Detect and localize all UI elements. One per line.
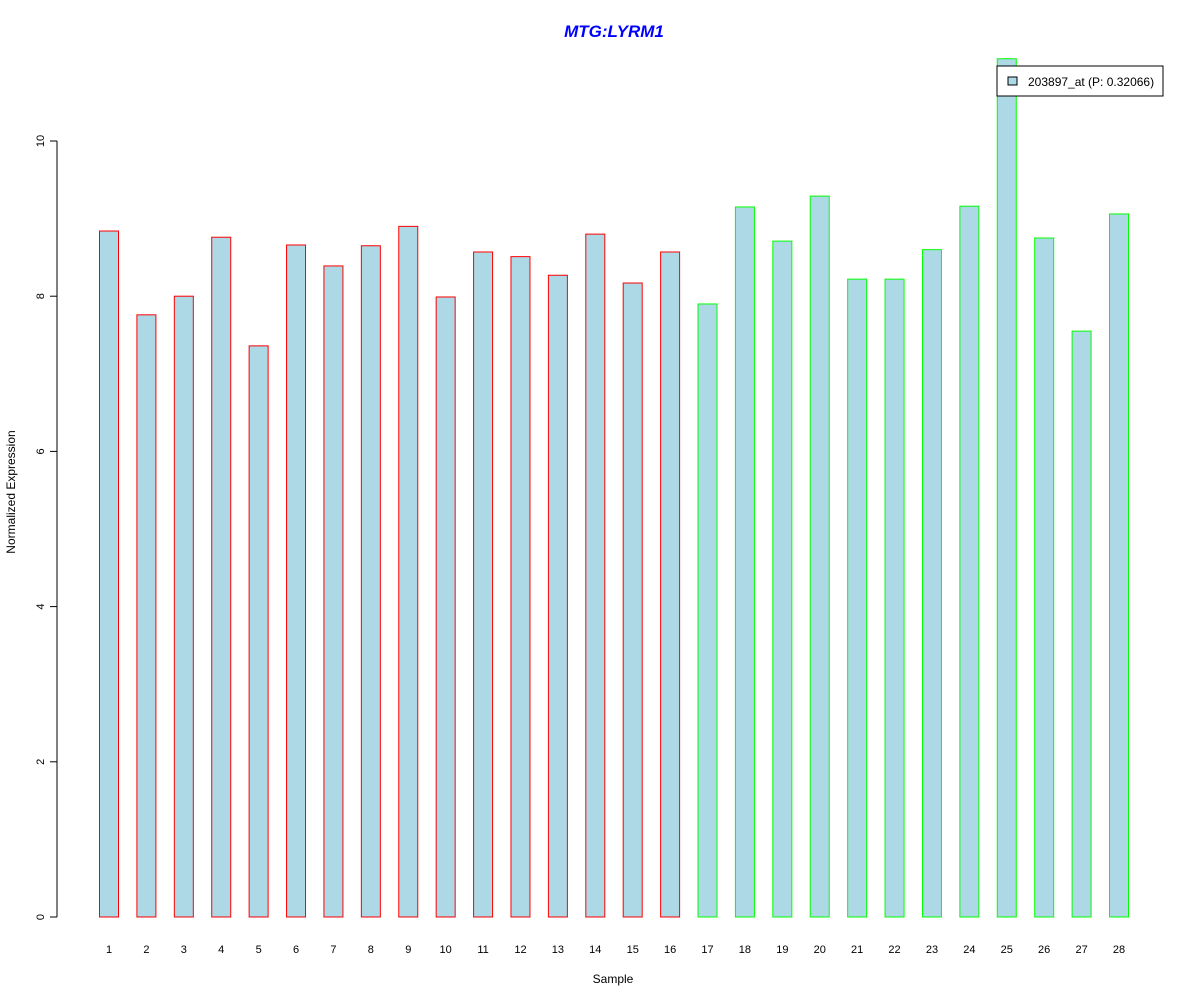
x-tick-label: 2 bbox=[143, 944, 149, 956]
x-tick-label: 25 bbox=[1001, 944, 1013, 956]
x-tick-label: 4 bbox=[218, 944, 224, 956]
x-tick-label: 5 bbox=[256, 944, 262, 956]
legend-box bbox=[996, 65, 1164, 97]
y-tick-label: 0 bbox=[35, 914, 47, 920]
bar-sample-8 bbox=[360, 245, 381, 918]
x-tick-label: 16 bbox=[664, 944, 676, 956]
x-tick-label: 23 bbox=[926, 944, 938, 956]
bar-sample-5 bbox=[248, 345, 269, 918]
bar-sample-6 bbox=[286, 244, 307, 918]
x-tick-label: 22 bbox=[888, 944, 900, 956]
bar-sample-16 bbox=[660, 251, 681, 918]
bar-sample-2 bbox=[136, 314, 157, 918]
y-axis-label: Normalized Expression bbox=[4, 430, 18, 553]
x-tick-label: 9 bbox=[405, 944, 411, 956]
x-tick-label: 21 bbox=[851, 944, 863, 956]
bar-sample-20 bbox=[809, 195, 830, 918]
bar-sample-26 bbox=[1034, 237, 1055, 918]
y-tick-label: 4 bbox=[35, 604, 47, 610]
y-tick-label: 2 bbox=[35, 759, 47, 765]
bar-sample-19 bbox=[772, 240, 793, 918]
x-tick-label: 20 bbox=[814, 944, 826, 956]
bar-sample-13 bbox=[547, 274, 568, 918]
bar-sample-15 bbox=[622, 282, 643, 918]
x-tick-label: 6 bbox=[293, 944, 299, 956]
x-tick-label: 18 bbox=[739, 944, 751, 956]
chart-title: MTG:LYRM1 bbox=[564, 22, 664, 41]
legend-label: 203897_at (P: 0.32066) bbox=[1028, 75, 1154, 89]
bar-sample-17 bbox=[697, 303, 718, 918]
x-tick-label: 3 bbox=[181, 944, 187, 956]
x-tick-label: 7 bbox=[330, 944, 336, 956]
bar-sample-18 bbox=[734, 206, 755, 918]
x-tick-label: 8 bbox=[368, 944, 374, 956]
x-tick-label: 1 bbox=[106, 944, 112, 956]
y-tick-label: 6 bbox=[35, 448, 47, 454]
x-tick-label: 27 bbox=[1075, 944, 1087, 956]
x-tick-label: 19 bbox=[776, 944, 788, 956]
bar-sample-24 bbox=[959, 205, 980, 918]
bar-sample-27 bbox=[1071, 330, 1092, 918]
x-axis-label: Sample bbox=[593, 972, 634, 986]
bar-sample-25 bbox=[996, 58, 1017, 918]
bar-sample-7 bbox=[323, 265, 344, 918]
x-tick-label: 26 bbox=[1038, 944, 1050, 956]
bar-sample-14 bbox=[585, 233, 606, 918]
bar-sample-9 bbox=[398, 225, 419, 918]
x-tick-label: 10 bbox=[440, 944, 452, 956]
x-tick-label: 12 bbox=[514, 944, 526, 956]
x-tick-label: 17 bbox=[701, 944, 713, 956]
y-tick-label: 10 bbox=[35, 135, 47, 147]
bar-sample-3 bbox=[173, 295, 194, 918]
bar-sample-11 bbox=[473, 251, 494, 918]
legend-swatch bbox=[1007, 76, 1018, 86]
bar-sample-10 bbox=[435, 296, 456, 918]
x-tick-label: 13 bbox=[552, 944, 564, 956]
bar-sample-4 bbox=[211, 236, 232, 918]
x-tick-label: 11 bbox=[477, 944, 488, 956]
bar-sample-22 bbox=[884, 278, 905, 918]
x-tick-label: 24 bbox=[963, 944, 975, 956]
legend: 203897_at (P: 0.32066) bbox=[996, 65, 1164, 97]
bar-sample-23 bbox=[921, 249, 942, 918]
bar-sample-1 bbox=[99, 230, 119, 918]
bar-sample-28 bbox=[1109, 213, 1129, 918]
x-tick-label: 14 bbox=[589, 944, 601, 956]
x-tick-label: 15 bbox=[627, 944, 639, 956]
x-tick-label: 28 bbox=[1113, 944, 1125, 956]
bar-sample-12 bbox=[510, 256, 531, 918]
bar-sample-21 bbox=[847, 278, 868, 918]
y-tick-label: 8 bbox=[35, 293, 47, 299]
